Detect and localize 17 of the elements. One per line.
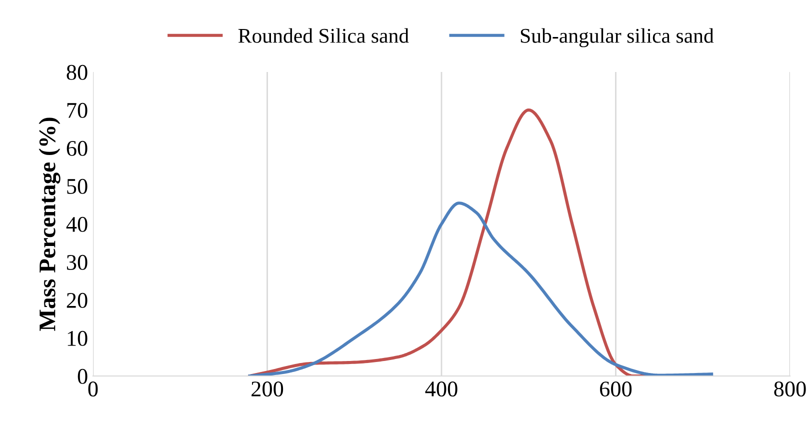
legend-label: Sub-angular silica sand [520, 28, 714, 48]
x-tick-label: 200 [252, 382, 284, 396]
y-axis-title: Mass Percentage (%) [38, 118, 60, 331]
x-tick-label: 400 [425, 382, 458, 396]
y-tick-label: 0 [78, 368, 88, 384]
y-tick-label: 20 [66, 292, 88, 308]
x-tick-label: 800 [774, 382, 806, 396]
y-tick-label: 10 [68, 330, 88, 346]
y-tick-label: 50 [67, 178, 88, 194]
y-tick-label: 40 [66, 216, 88, 232]
y-tick-label: 30 [66, 254, 88, 270]
y-tick-label: 80 [66, 64, 88, 80]
x-tick-label: 600 [600, 382, 632, 396]
legend-label: Rounded Silica sand [238, 28, 409, 43]
y-tick-label: 70 [67, 102, 88, 118]
y-tick-label: 60 [66, 140, 88, 156]
x-tick-label: 0 [88, 382, 98, 396]
